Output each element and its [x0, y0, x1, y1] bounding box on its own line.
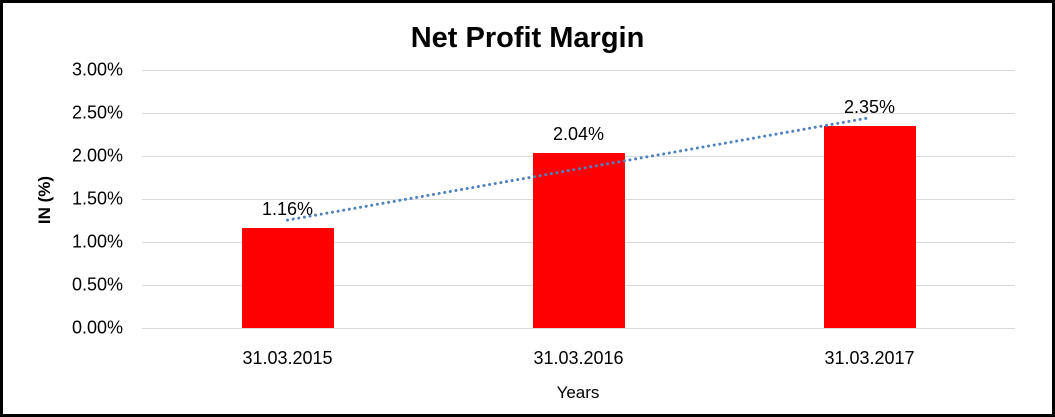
category-label: 31.03.2017: [824, 348, 915, 368]
y-axis-tick-label: 1.50%: [71, 188, 123, 209]
y-axis-tick-label: 1.00%: [71, 231, 123, 252]
category-label: 31.03.2015: [242, 348, 333, 368]
chart-title: Net Profit Margin: [410, 22, 645, 54]
x-axis-title: Years: [556, 383, 600, 402]
gridline: [142, 327, 1015, 329]
y-axis-tick-label: 3.00%: [71, 59, 123, 80]
bar: [532, 152, 625, 328]
data-label: 2.04%: [552, 123, 605, 144]
gridline: [142, 69, 1015, 71]
y-axis-tick-label: 2.50%: [71, 102, 123, 123]
category-label: 31.03.2016: [533, 348, 624, 368]
y-axis-tick-label: 0.50%: [71, 274, 123, 295]
y-axis-tick-label: 0.00%: [71, 317, 123, 338]
gridline: [142, 112, 1015, 114]
bar: [241, 228, 334, 328]
bar: [823, 125, 916, 328]
data-label: 1.16%: [261, 199, 314, 220]
y-axis-tick-label: 2.00%: [71, 145, 123, 166]
data-label: 2.35%: [843, 96, 896, 117]
